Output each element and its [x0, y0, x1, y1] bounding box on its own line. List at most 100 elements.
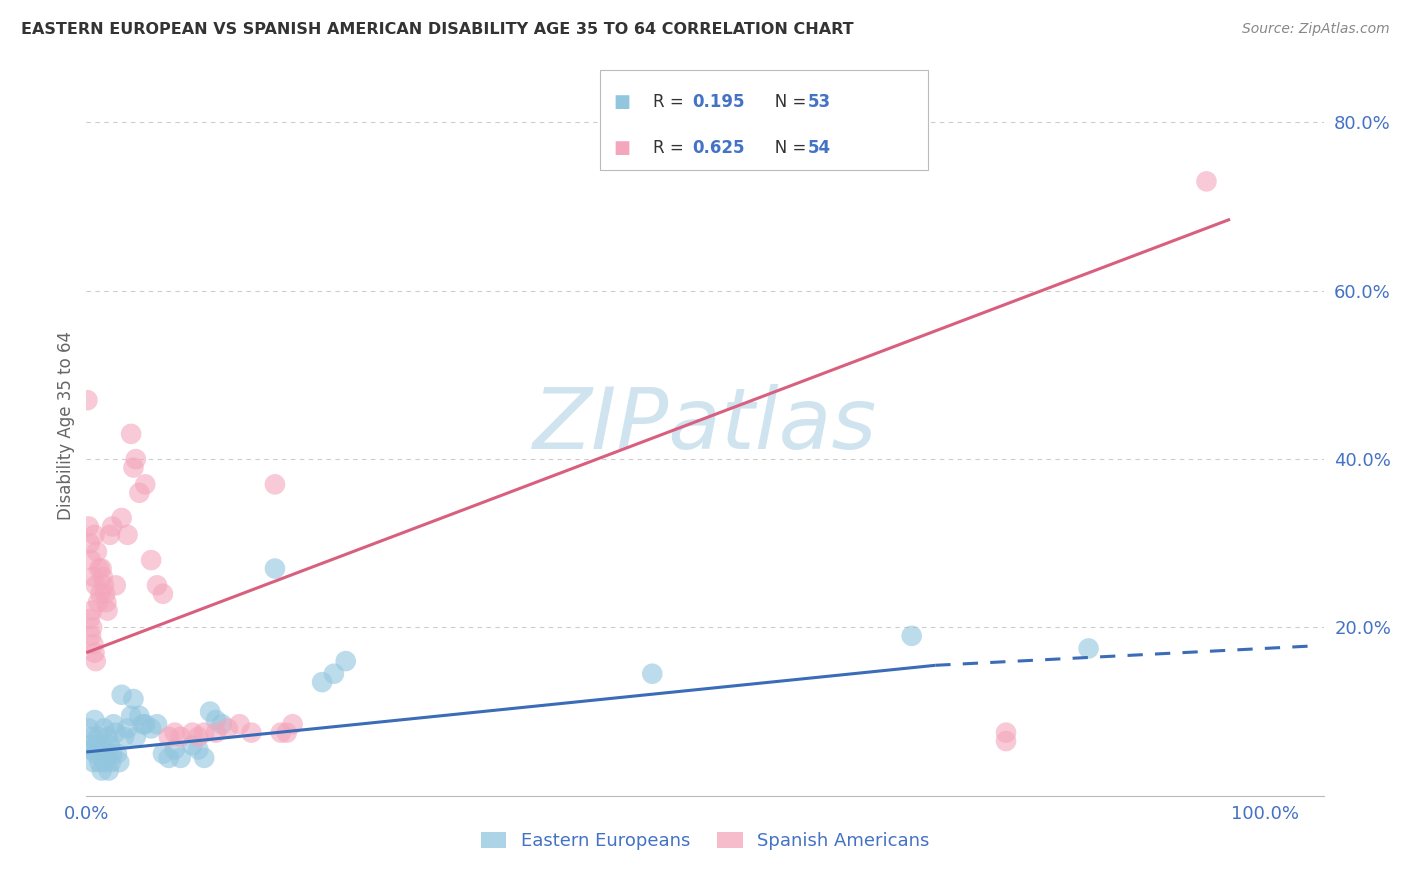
Point	[80, 629, 103, 643]
Point	[87, 730, 110, 744]
Point	[122, 692, 145, 706]
Point	[89, 587, 111, 601]
Point	[82, 755, 104, 769]
Point	[900, 629, 922, 643]
Point	[228, 717, 250, 731]
Point	[89, 742, 111, 756]
Point	[82, 604, 104, 618]
Text: ■: ■	[613, 93, 630, 111]
Text: N =: N =	[759, 139, 813, 157]
Point	[91, 570, 114, 584]
Point	[96, 595, 118, 609]
Point	[134, 717, 156, 731]
Text: R =: R =	[652, 139, 693, 157]
Point	[96, 730, 118, 744]
Point	[117, 528, 139, 542]
Point	[104, 725, 127, 739]
Point	[120, 426, 142, 441]
Point	[125, 452, 148, 467]
Point	[157, 730, 180, 744]
Point	[101, 747, 124, 761]
Point	[122, 460, 145, 475]
Text: 53: 53	[807, 93, 831, 111]
Point	[89, 561, 111, 575]
Point	[86, 544, 108, 558]
Point	[96, 604, 118, 618]
Point	[101, 519, 124, 533]
Text: 0.625: 0.625	[692, 139, 744, 157]
Point	[111, 511, 134, 525]
Point	[1195, 174, 1218, 188]
Point	[77, 722, 100, 736]
Point	[641, 666, 664, 681]
Point	[205, 713, 228, 727]
Point	[82, 570, 104, 584]
Point	[193, 751, 215, 765]
Y-axis label: Disability Age 35 to 64: Disability Age 35 to 64	[58, 331, 75, 520]
Point	[97, 764, 120, 778]
Point	[217, 722, 239, 736]
Point	[995, 734, 1018, 748]
Point	[132, 717, 155, 731]
Point	[93, 722, 115, 736]
Text: 0.195: 0.195	[692, 93, 744, 111]
Point	[157, 751, 180, 765]
Point	[193, 725, 215, 739]
Point	[181, 738, 204, 752]
Point	[198, 705, 221, 719]
Point	[187, 742, 209, 756]
Point	[211, 717, 233, 731]
Point	[335, 654, 357, 668]
Text: Source: ZipAtlas.com: Source: ZipAtlas.com	[1241, 22, 1389, 37]
Point	[163, 725, 186, 739]
Point	[120, 708, 142, 723]
Point	[139, 722, 162, 736]
Point	[79, 536, 101, 550]
Point	[111, 688, 134, 702]
Text: R =: R =	[652, 93, 693, 111]
Point	[146, 717, 169, 731]
Point	[103, 717, 125, 731]
Point	[187, 730, 209, 744]
Point	[995, 725, 1018, 739]
Point	[181, 725, 204, 739]
Point	[96, 747, 118, 761]
Point	[89, 755, 111, 769]
Point	[205, 725, 228, 739]
Point	[90, 561, 112, 575]
Point	[94, 587, 117, 601]
Point	[108, 755, 131, 769]
Point	[139, 553, 162, 567]
Point	[86, 738, 108, 752]
Point	[82, 620, 104, 634]
Point	[264, 561, 287, 575]
Point	[163, 742, 186, 756]
Point	[134, 477, 156, 491]
Point	[152, 587, 174, 601]
Point	[79, 738, 101, 752]
Point	[100, 755, 122, 769]
Point	[83, 528, 105, 542]
Point	[125, 730, 148, 744]
Point	[1077, 641, 1099, 656]
Point	[84, 747, 107, 761]
Point	[128, 485, 150, 500]
Point	[83, 713, 105, 727]
Point	[104, 578, 127, 592]
Point	[94, 755, 117, 769]
Text: N =: N =	[759, 93, 813, 111]
Point	[79, 612, 101, 626]
Point	[91, 738, 114, 752]
Point	[76, 393, 98, 408]
Point	[80, 742, 103, 756]
Point	[82, 730, 104, 744]
Point	[93, 578, 115, 592]
Point	[84, 654, 107, 668]
Point	[77, 519, 100, 533]
Legend: Eastern Europeans, Spanish Americans: Eastern Europeans, Spanish Americans	[474, 824, 936, 857]
Point	[281, 717, 304, 731]
Text: ■: ■	[613, 139, 630, 157]
Point	[169, 751, 191, 765]
Point	[152, 747, 174, 761]
Point	[276, 725, 298, 739]
